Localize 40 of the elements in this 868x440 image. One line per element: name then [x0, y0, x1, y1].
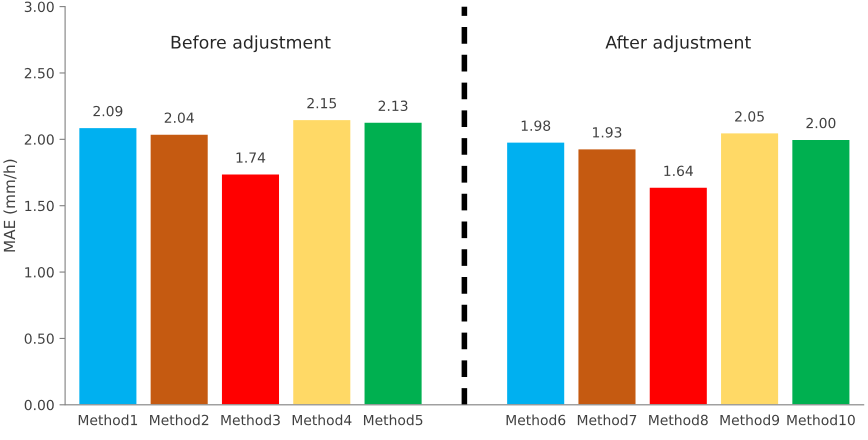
bar: [292, 118, 352, 405]
bar: [78, 126, 138, 405]
bar: [648, 186, 708, 405]
y-tick-label: 1.00: [25, 267, 54, 278]
bar: [790, 138, 851, 405]
y-tick-label: 0.50: [24, 333, 54, 344]
x-tick-label: Method9: [720, 414, 780, 426]
x-tick-label: Method7: [578, 414, 636, 426]
bar: [720, 132, 780, 405]
bar: [220, 173, 280, 405]
x-tick-label: Method5: [364, 414, 422, 426]
annotation: After adjustment: [605, 35, 751, 52]
x-tick-label: Method6: [506, 414, 566, 426]
data-label: 2.15: [307, 98, 336, 108]
y-tick-label: 1.50: [25, 200, 54, 212]
x-tick-label: Method10: [787, 414, 855, 426]
bar: [363, 121, 424, 405]
data-label: 2.04: [164, 112, 194, 123]
data-label: 1.93: [593, 127, 622, 138]
data-label: 1.64: [664, 166, 693, 176]
bar: [149, 133, 210, 405]
x-tick-label: Method8: [649, 414, 708, 426]
x-tick-label: Method3: [221, 414, 280, 426]
data-label: 2.05: [735, 111, 764, 122]
y-tick-label: 2.00: [24, 134, 54, 145]
data-label: 1.98: [522, 120, 550, 131]
x-tick-label: Method2: [150, 414, 208, 426]
bar: [506, 141, 566, 405]
data-label: 1.74: [236, 152, 266, 163]
y-tick-label: 2.50: [24, 68, 54, 78]
data-label: 2.09: [93, 106, 122, 116]
annotation: Before adjustment: [172, 35, 331, 52]
x-tick-label: Method4: [292, 414, 352, 426]
data-label: 2.13: [378, 100, 408, 112]
data-label: 2.00: [806, 118, 836, 128]
bar: [577, 148, 637, 405]
y-tick-label: 3.00: [24, 2, 54, 12]
y-tick-label: 0.00: [24, 400, 54, 410]
y-axis-title: MAE (mm/h): [3, 160, 18, 252]
x-tick-label: Method1: [78, 414, 138, 426]
